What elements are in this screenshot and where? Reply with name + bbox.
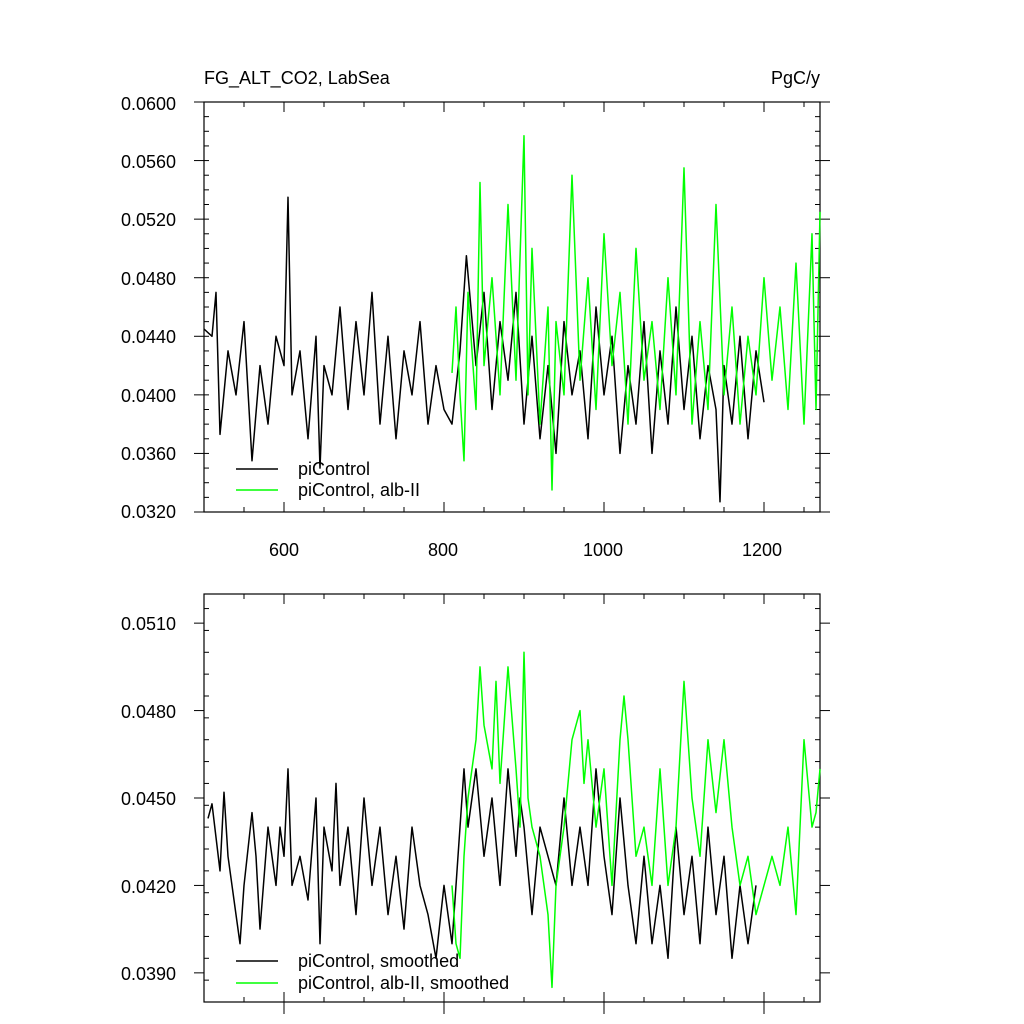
bottom-legend: piControl, smoothed piControl, alb-II, s… [236,951,509,993]
series-line-picontrol-alb-ii [451,651,821,989]
chart-title: FG_ALT_CO2, LabSea [204,68,391,89]
series-line-picontrol-alb-ii [451,134,821,491]
top-y-tick-label: 0.0600 [121,94,176,114]
legend-label-picontrol-alb-ii-smoothed: piControl, alb-II, smoothed [298,973,509,993]
top-y-tick-label: 0.0480 [121,269,176,289]
top-panel: FG_ALT_CO2, LabSea PgC/y 0.0320 0.0360 0… [121,68,830,560]
top-y-tick-label: 0.0360 [121,444,176,464]
top-y-tick-label: 0.0320 [121,502,176,522]
top-x-tick-label: 1000 [583,540,623,560]
bottom-y-tick-labels: 0.0390 0.0420 0.0450 0.0480 0.0510 [121,614,176,984]
bottom-y-tick-label: 0.0480 [121,702,176,722]
top-y-tick-labels: 0.0320 0.0360 0.0400 0.0440 0.0480 0.052… [121,94,176,522]
bottom-y-tick-label: 0.0450 [121,789,176,809]
series-line-picontrol [207,768,757,960]
legend-label-picontrol: piControl [298,459,370,479]
top-legend: piControl piControl, alb-II [236,459,420,500]
plot-frame [203,593,821,1003]
legend-label-picontrol-alb-ii: piControl, alb-II [298,480,420,500]
bottom-y-tick-label: 0.0390 [121,964,176,984]
top-x-tick-label: 600 [269,540,299,560]
bottom-y-tick-label: 0.0510 [121,614,176,634]
top-y-tick-label: 0.0520 [121,210,176,230]
units-label: PgC/y [771,68,820,88]
top-y-tick-label: 0.0400 [121,386,176,406]
top-x-tick-label: 800 [428,540,458,560]
legend-label-picontrol-smoothed: piControl, smoothed [298,951,459,971]
top-x-tick-label: 1200 [742,540,782,560]
top-y-tick-label: 0.0560 [121,152,176,172]
bottom-y-tick-label: 0.0420 [121,877,176,897]
top-x-tick-labels: 600 800 1000 1200 [269,540,782,560]
bottom-panel: 0.0390 0.0420 0.0450 0.0480 0.0510 piCon… [121,593,830,1014]
top-y-tick-label: 0.0440 [121,327,176,347]
